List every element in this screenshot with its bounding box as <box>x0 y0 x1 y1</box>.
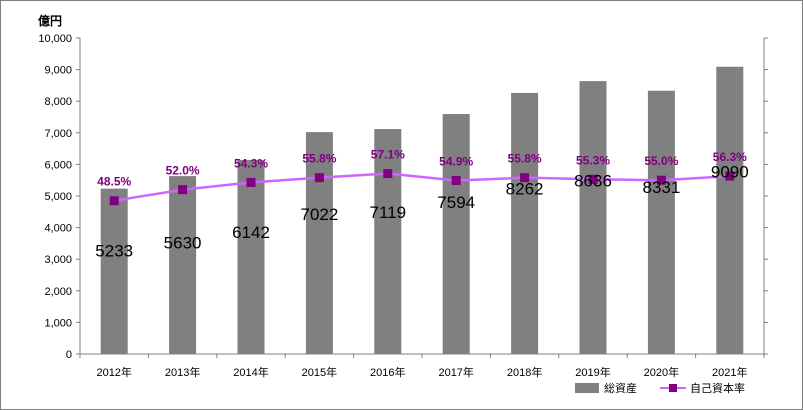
line-marker <box>656 175 666 185</box>
bar <box>237 159 265 354</box>
x-tick-label: 2017年 <box>438 365 473 379</box>
legend-swatch-total-assets <box>575 383 599 393</box>
x-tick-label: 2021年 <box>712 365 747 379</box>
bar <box>579 81 607 354</box>
y-axis-unit-label: 億円 <box>38 13 62 28</box>
bar <box>305 132 333 354</box>
bar-value-label: 7119 <box>370 203 407 222</box>
y-tick-label: 3,000 <box>44 254 72 266</box>
line-value-label: 57.1% <box>371 148 405 162</box>
x-tick-label: 2014年 <box>233 365 268 379</box>
legend-label-equity-ratio: 自己資本率 <box>690 381 745 395</box>
bar-value-label: 5233 <box>95 242 133 261</box>
line-value-label: 56.3% <box>713 150 747 164</box>
line-marker <box>383 169 393 179</box>
line-value-label: 55.8% <box>302 152 336 166</box>
bar-value-label: 7022 <box>300 205 338 224</box>
x-tick-label: 2013年 <box>165 365 200 379</box>
y-tick-label: 1,000 <box>44 317 72 329</box>
x-tick-label: 2016年 <box>370 365 405 379</box>
x-tick-label: 2015年 <box>302 365 337 379</box>
y-tick-label: 5,000 <box>44 191 72 203</box>
bar <box>374 129 402 354</box>
bar-value-label: 8262 <box>506 179 544 198</box>
line-marker <box>725 171 735 181</box>
bar <box>169 176 197 354</box>
bar <box>511 92 539 354</box>
bar-value-label: 9090 <box>711 162 749 181</box>
bar-value-label: 8636 <box>574 172 612 191</box>
line-marker <box>520 173 530 183</box>
y-tick-label: 4,000 <box>44 223 72 235</box>
line-value-label: 55.3% <box>576 153 610 167</box>
bar <box>716 66 744 355</box>
x-tick-label: 2020年 <box>644 365 679 379</box>
legend-label-total-assets: 総資産 <box>604 381 637 395</box>
legend: 総資産 自己資本率 <box>575 381 745 395</box>
line-marker <box>314 173 324 183</box>
bar-value-label: 8331 <box>642 178 680 197</box>
y-tick-label: 0 <box>66 349 72 361</box>
line-value-label: 55.0% <box>644 154 678 168</box>
bar <box>442 114 470 354</box>
line-value-label: 54.3% <box>234 156 268 170</box>
bar-value-label: 7594 <box>437 193 475 212</box>
bar-value-label: 6142 <box>232 223 270 242</box>
line-marker <box>588 174 598 184</box>
line-value-label: 52.0% <box>166 164 200 178</box>
line-marker <box>246 177 256 187</box>
y-tick-label: 8,000 <box>44 96 72 108</box>
line-value-label: 54.9% <box>439 155 473 169</box>
equity-ratio-line <box>114 172 730 202</box>
bar <box>647 90 675 354</box>
x-tick-label: 2012年 <box>96 365 131 379</box>
line-marker <box>451 176 461 186</box>
y-tick-label: 6,000 <box>44 159 72 171</box>
line-value-label: 48.5% <box>97 175 131 189</box>
line-marker <box>178 185 188 195</box>
y-tick-label: 9,000 <box>44 65 72 77</box>
x-tick-label: 2019年 <box>575 365 610 379</box>
y-tick-label: 10,000 <box>38 33 72 45</box>
line-marker <box>109 196 119 206</box>
bar <box>100 188 128 354</box>
legend-marker-equity-ratio <box>669 384 677 392</box>
line-value-label: 55.8% <box>508 152 542 166</box>
bar-value-label: 5630 <box>164 233 202 252</box>
y-tick-label: 7,000 <box>44 128 72 140</box>
x-tick-label: 2018年 <box>507 365 542 379</box>
y-tick-label: 2,000 <box>44 286 72 298</box>
